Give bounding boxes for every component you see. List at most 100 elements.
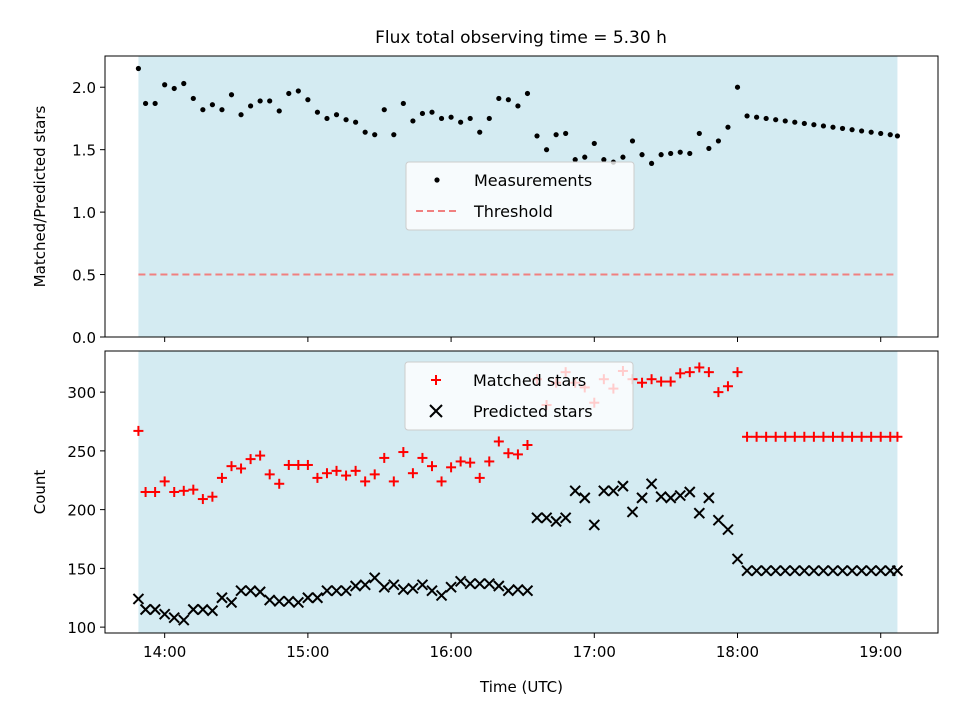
measurement-point [143,101,148,106]
measurement-point [659,152,664,157]
measurement-point [448,115,453,120]
y-axis-label: Count [31,470,49,515]
measurement-point [573,157,578,162]
measurement-point [888,132,893,137]
measurement-point [258,98,263,103]
measurement-point [716,138,721,143]
measurement-point [153,101,158,106]
measurement-point [420,111,425,116]
measurement-point [401,101,406,106]
measurement-point [496,96,501,101]
measurement-point [439,116,444,121]
legend: MeasurementsThreshold [406,162,634,230]
y-tick-label: 200 [67,502,96,520]
measurement-point [592,141,597,146]
measurement-point [620,155,625,160]
measurement-point [305,97,310,102]
measurement-point [219,107,224,112]
y-tick-label: 1.0 [72,204,96,222]
x-tick-label: 18:00 [716,643,759,661]
measurement-point [267,98,272,103]
x-tick-label: 16:00 [429,643,472,661]
y-tick-label: 2.0 [72,79,96,97]
measurement-point [162,82,167,87]
x-axis-label: Time (UTC) [479,678,563,696]
measurement-point [849,127,854,132]
y-tick-label: 0.0 [72,329,96,347]
measurement-point [277,108,282,113]
measurement-point [764,116,769,121]
measurement-point [372,132,377,137]
measurement-point [286,91,291,96]
measurement-point [468,116,473,121]
measurement-point [506,97,511,102]
measurement-point [687,151,692,156]
measurement-point [630,138,635,143]
y-tick-label: 1.5 [72,142,96,160]
measurement-point [172,86,177,91]
measurement-point [382,107,387,112]
measurement-point [363,130,368,135]
measurement-point [296,88,301,93]
measurement-point [601,157,606,162]
measurement-point [563,131,568,136]
measurement-point [191,96,196,101]
measurement-point [334,112,339,117]
measurement-point [783,118,788,123]
y-tick-label: 150 [67,560,96,578]
measurement-point [525,91,530,96]
legend-label: Matched stars [473,371,586,390]
y-tick-label: 0.5 [72,267,96,285]
measurement-point [410,118,415,123]
measurement-point [477,130,482,135]
y-axis-label: Matched/Predicted stars [31,106,49,288]
measurement-point [343,117,348,122]
measurement-point [487,116,492,121]
measurement-point [744,113,749,118]
measurement-point [582,155,587,160]
measurement-point [878,131,883,136]
measurement-point [830,125,835,130]
x-tick-label: 19:00 [859,643,902,661]
measurement-point [181,81,186,86]
measurement-point [735,85,740,90]
figure: Flux total observing time = 5.30 h 0.00.… [0,0,960,720]
measurement-point [649,161,654,166]
measurement-point [678,150,683,155]
measurement-point [353,120,358,125]
measurement-point [544,147,549,152]
chart-title: Flux total observing time = 5.30 h [375,28,667,48]
measurement-point [668,151,673,156]
measurement-point [802,121,807,126]
x-tick-label: 17:00 [573,643,616,661]
measurement-point [895,133,900,138]
y-tick-label: 250 [67,443,96,461]
measurement-point [391,132,396,137]
measurement-point [869,130,874,135]
measurement-point [697,131,702,136]
measurement-point [210,102,215,107]
y-tick-label: 300 [67,384,96,402]
measurement-point [639,152,644,157]
measurement-point [534,133,539,138]
legend-label: Measurements [474,171,592,190]
measurement-point [792,120,797,125]
top-panel: 0.0 0.5 1.0 1.5 2.0 Matched/Predicted stars Me… [31,56,938,347]
measurement-point [754,115,759,120]
measurement-point [229,92,234,97]
measurement-point [458,120,463,125]
x-tick-label: 15:00 [286,643,329,661]
measurement-point [200,107,205,112]
measurement-point [554,132,559,137]
legend-marker-measurement [434,177,439,182]
measurement-point [840,126,845,131]
measurement-point [315,110,320,115]
bottom-panel: 100150200250300Count14:0015:0016:0017:00… [31,351,938,696]
y-tick-label: 100 [67,619,96,637]
measurement-point [136,66,141,71]
measurement-point [706,146,711,151]
legend: Matched starsPredicted stars [405,362,633,430]
measurement-point [238,112,243,117]
measurement-point [859,128,864,133]
measurement-point [773,117,778,122]
